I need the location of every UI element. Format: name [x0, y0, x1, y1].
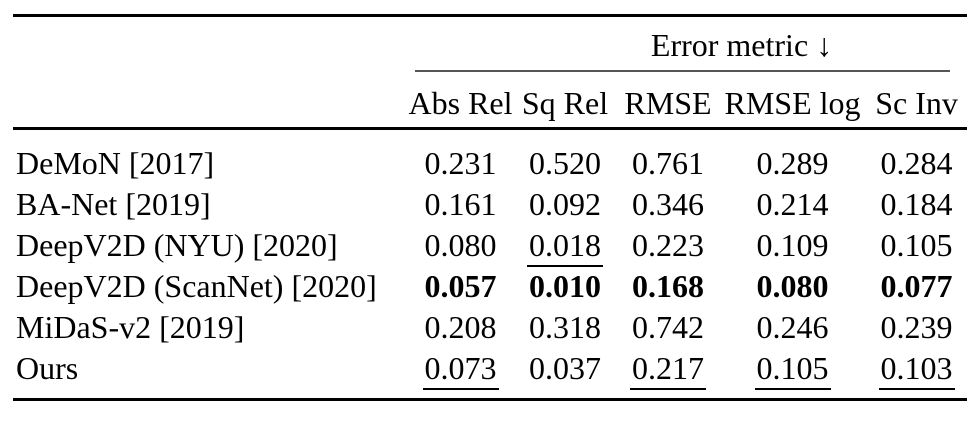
column-header-row: Abs Rel Sq Rel RMSE RMSE log Sc Inv — [13, 72, 968, 130]
metric-value: 0.010 — [529, 268, 601, 304]
metric-value-cell: 0.761 — [617, 129, 719, 185]
method-name: DeMoN [2017] — [16, 145, 215, 181]
metric-value-cell: 0.184 — [866, 184, 967, 225]
metric-value: 0.284 — [880, 145, 953, 181]
metric-value: 0.105 — [754, 350, 831, 390]
method-name: DeepV2D (NYU) [2020] — [16, 227, 338, 263]
column-header-abs-rel: Abs Rel — [408, 72, 513, 130]
error-metrics-table: Error metric ↓ Abs Rel Sq Rel RMSE RMSE … — [13, 14, 968, 401]
metric-value: 0.208 — [424, 309, 497, 345]
metric-value-cell: 0.080 — [408, 225, 513, 266]
metric-value-cell: 0.742 — [617, 307, 719, 348]
metric-value-cell: 0.105 — [866, 225, 967, 266]
metric-value: 0.742 — [632, 309, 704, 345]
results-table-container: Error metric ↓ Abs Rel Sq Rel RMSE RMSE … — [13, 14, 968, 401]
table-row-deepv2d-scannet: DeepV2D (ScanNet) [2020] 0.057 0.010 0.1… — [13, 266, 967, 307]
metric-value: 0.231 — [424, 145, 497, 181]
metric-value-cell: 0.077 — [866, 266, 967, 307]
metric-value-cell: 0.080 — [719, 266, 866, 307]
metric-value: 0.077 — [880, 268, 953, 304]
metric-value-cell: 0.231 — [408, 129, 513, 185]
metric-value: 0.246 — [756, 309, 829, 345]
metric-value-cell: 0.161 — [408, 184, 513, 225]
metric-value-cell: 0.037 — [513, 348, 617, 400]
group-header-spacer-cell — [13, 16, 408, 73]
metric-value-cell: 0.214 — [719, 184, 866, 225]
metric-value: 0.239 — [880, 309, 953, 345]
metric-value-cell: 0.092 — [513, 184, 617, 225]
metric-value-cell: 0.318 — [513, 307, 617, 348]
metric-value: 0.092 — [529, 186, 601, 222]
method-name: MiDaS-v2 [2019] — [16, 309, 245, 345]
group-header-rule: Error metric ↓ — [415, 17, 951, 72]
metric-value-cell: 0.103 — [866, 348, 967, 400]
metric-value: 0.318 — [529, 309, 601, 345]
table-row-ours: Ours 0.073 0.037 0.217 0.105 0.103 — [13, 348, 967, 400]
metric-value-cell: 0.239 — [866, 307, 967, 348]
metric-value-cell: 0.018 — [513, 225, 617, 267]
metric-value-cell: 0.109 — [719, 225, 866, 266]
metric-value-cell: 0.217 — [617, 348, 719, 400]
metric-value: 0.080 — [424, 227, 497, 263]
metric-value-cell: 0.057 — [408, 266, 513, 307]
metric-value-cell: 0.284 — [866, 129, 967, 185]
column-header-method-spacer — [13, 72, 408, 130]
group-header-cell: Error metric ↓ — [408, 16, 967, 72]
column-header-rmse: RMSE — [617, 72, 719, 130]
metric-value: 0.109 — [756, 227, 829, 263]
method-name: Ours — [16, 350, 79, 386]
group-header-row: Error metric ↓ — [13, 16, 967, 73]
group-header-label: Error metric ↓ — [650, 27, 833, 63]
metric-value: 0.161 — [424, 186, 497, 222]
column-header-rmse-log: RMSE log — [719, 72, 866, 130]
metric-value: 0.520 — [529, 145, 601, 181]
metric-value-cell: 0.010 — [513, 266, 617, 307]
metric-value: 0.018 — [527, 227, 603, 267]
method-name: DeepV2D (ScanNet) [2020] — [16, 268, 377, 304]
metric-value: 0.214 — [756, 186, 829, 222]
metric-value-cell: 0.223 — [617, 225, 719, 266]
table-row-deepv2d-nyu: DeepV2D (NYU) [2020] 0.080 0.018 0.223 0… — [13, 225, 967, 267]
column-header-sq-rel: Sq Rel — [513, 72, 617, 130]
metric-value: 0.346 — [632, 186, 704, 222]
metric-value: 0.289 — [756, 145, 829, 181]
metric-value: 0.103 — [878, 350, 955, 390]
metric-value-cell: 0.346 — [617, 184, 719, 225]
table-row-midas: MiDaS-v2 [2019] 0.208 0.318 0.742 0.246 … — [13, 307, 967, 348]
metric-value-cell: 0.105 — [719, 348, 866, 400]
metric-value-cell: 0.246 — [719, 307, 866, 348]
metric-value: 0.105 — [880, 227, 953, 263]
table-row-demon: DeMoN [2017] 0.231 0.520 0.761 0.289 0.2… — [13, 129, 967, 185]
metric-value: 0.223 — [632, 227, 704, 263]
column-header-sc-inv: Sc Inv — [866, 72, 968, 130]
table-row-banet: BA-Net [2019] 0.161 0.092 0.346 0.214 0.… — [13, 184, 967, 225]
metric-value: 0.037 — [529, 350, 601, 386]
metric-value: 0.168 — [632, 268, 704, 304]
method-name: BA-Net [2019] — [16, 186, 211, 222]
metric-value-cell: 0.073 — [408, 348, 513, 400]
metric-value-cell: 0.208 — [408, 307, 513, 348]
metric-value: 0.217 — [630, 350, 706, 390]
metric-value: 0.184 — [880, 186, 953, 222]
metric-value: 0.761 — [632, 145, 704, 181]
metric-value: 0.057 — [424, 268, 497, 304]
metric-value-cell: 0.520 — [513, 129, 617, 185]
metric-value: 0.073 — [422, 350, 499, 390]
metric-value-cell: 0.168 — [617, 266, 719, 307]
metric-value-cell: 0.289 — [719, 129, 866, 185]
metric-value: 0.080 — [756, 268, 829, 304]
